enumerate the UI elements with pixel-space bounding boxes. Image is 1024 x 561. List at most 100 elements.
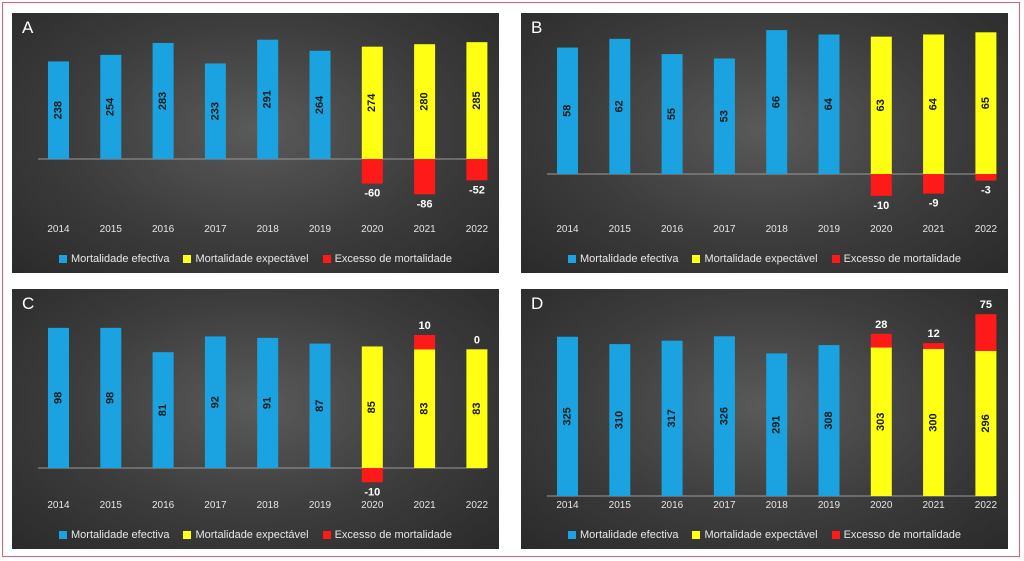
excess-value-label: 12: [927, 328, 939, 340]
bar-2019: [818, 345, 840, 496]
x-tick-label: 2022: [975, 500, 998, 511]
panel-letter: A: [22, 18, 34, 37]
legend-item-expected: Mortalidade expectável: [183, 253, 309, 265]
bar-value-label: 64: [823, 97, 835, 110]
bar-2015: [609, 344, 631, 496]
bar-2022: [466, 42, 488, 159]
bar-value-label: 91: [262, 397, 274, 409]
x-tick-label: 2016: [661, 500, 684, 511]
x-tick-label: 2020: [870, 224, 893, 235]
x-tick-label: 2014: [556, 500, 579, 511]
bar-2022: [975, 32, 997, 174]
chart-plot: 98 2014 98 2015 81 2016 92 2017 91 2018 87 2019 85 -1…: [38, 320, 489, 511]
panel-letter: C: [22, 294, 35, 313]
x-tick-label: 2014: [47, 224, 70, 235]
x-tick-label: 2020: [870, 500, 893, 511]
legend-swatch: [831, 255, 840, 263]
excess-bar-2021: [414, 335, 436, 350]
excess-bar-2022: [975, 174, 997, 181]
panel-letter: B: [531, 18, 543, 37]
x-tick-label: 2015: [609, 500, 632, 511]
x-tick-label: 2016: [152, 500, 175, 511]
x-tick-label: 2022: [466, 224, 489, 235]
bar-2016: [152, 352, 174, 468]
bar-value-label: 87: [314, 400, 326, 412]
legend-label: Mortalidade efectiva: [71, 529, 170, 541]
legend-item-effective: Mortalidade efectiva: [568, 529, 678, 541]
excess-value-label: -9: [929, 198, 939, 210]
x-tick-label: 2018: [766, 224, 789, 235]
bar-value-label: 98: [105, 392, 117, 404]
legend-label: Mortalidade expectável: [195, 253, 309, 265]
bar-value-label: 325: [561, 407, 573, 425]
legend-item-excess: Excesso de mortalidade: [831, 529, 961, 541]
bar-2021: [414, 349, 436, 468]
bar-value-label: 62: [614, 100, 626, 112]
legend-item-excess: Excesso de mortalidade: [322, 529, 452, 541]
chart-legend: Mortalidade efectiva Mortalidade expectáv…: [521, 253, 1008, 265]
bar-2015: [100, 327, 122, 468]
x-tick-label: 2022: [466, 500, 489, 511]
chart-panel-b: 58 2014 62 2015 55 2016 53 2017 66 2018 64 2019 63 -1…: [521, 13, 1008, 273]
x-tick-label: 2017: [713, 500, 736, 511]
excess-value-label: -3: [981, 185, 991, 197]
bar-2014: [48, 61, 69, 159]
legend-label: Excesso de mortalidade: [334, 253, 452, 265]
legend-item-expected: Mortalidade expectável: [692, 253, 818, 265]
bar-2014: [557, 336, 578, 496]
bar-value-label: 296: [980, 414, 992, 432]
bar-2017: [204, 336, 226, 468]
bar-value-label: 274: [366, 93, 378, 112]
x-tick-label: 2014: [556, 224, 579, 235]
chart-panel-c: 98 2014 98 2015 81 2016 92 2017 91 2018 87 2019 85 -1…: [12, 289, 499, 549]
bar-2019: [818, 34, 840, 175]
x-tick-label: 2017: [204, 500, 227, 511]
legend-label: Mortalidade expectável: [704, 253, 818, 265]
excess-bar-2020: [361, 159, 383, 184]
x-tick-label: 2014: [47, 500, 70, 511]
legend-swatch: [183, 255, 192, 263]
bar-value-label: 98: [52, 392, 64, 404]
x-tick-label: 2017: [204, 224, 227, 235]
bar-2020: [361, 46, 383, 159]
x-tick-label: 2021: [413, 500, 436, 511]
bar-2018: [766, 30, 788, 175]
legend-item-effective: Mortalidade efectiva: [59, 529, 169, 541]
bar-value-label: 85: [366, 401, 378, 413]
bar-value-label: 283: [157, 92, 169, 110]
legend-label: Mortalidade efectiva: [580, 529, 679, 541]
x-tick-label: 2019: [309, 500, 332, 511]
excess-bar-2022: [466, 159, 488, 181]
legend-swatch: [568, 531, 576, 539]
bar-value-label: 300: [928, 413, 940, 431]
excess-value-label: 28: [875, 319, 887, 331]
bar-2015: [100, 54, 122, 159]
legend-swatch: [692, 255, 701, 263]
bar-2016: [661, 340, 683, 496]
x-tick-label: 2018: [257, 224, 280, 235]
x-tick-label: 2019: [818, 224, 841, 235]
bar-2018: [766, 353, 788, 496]
bar-2020: [361, 346, 383, 468]
legend-item-excess: Excesso de mortalidade: [322, 253, 452, 265]
legend-item-effective: Mortalidade efectiva: [59, 253, 169, 265]
legend-label: Mortalidade efectiva: [71, 253, 170, 265]
bar-value-label: 83: [471, 403, 483, 415]
legend-swatch: [568, 255, 576, 263]
bar-value-label: 285: [471, 91, 483, 109]
x-tick-label: 2019: [818, 500, 841, 511]
x-tick-label: 2022: [975, 224, 998, 235]
bar-value-label: 238: [52, 101, 64, 119]
bar-2019: [309, 343, 331, 468]
bar-2022: [975, 350, 997, 496]
chart-panel-a: 238 2014 254 2015 283 2016 233 2017 291 2018 264 20…: [12, 13, 499, 273]
bar-2014: [557, 47, 578, 175]
bar-value-label: 92: [209, 396, 221, 408]
bar-value-label: 63: [875, 99, 887, 111]
legend-label: Excesso de mortalidade: [843, 253, 961, 265]
x-tick-label: 2021: [413, 224, 436, 235]
bar-value-label: 326: [718, 407, 730, 425]
bar-value-label: 53: [718, 110, 730, 122]
x-tick-label: 2015: [609, 224, 632, 235]
